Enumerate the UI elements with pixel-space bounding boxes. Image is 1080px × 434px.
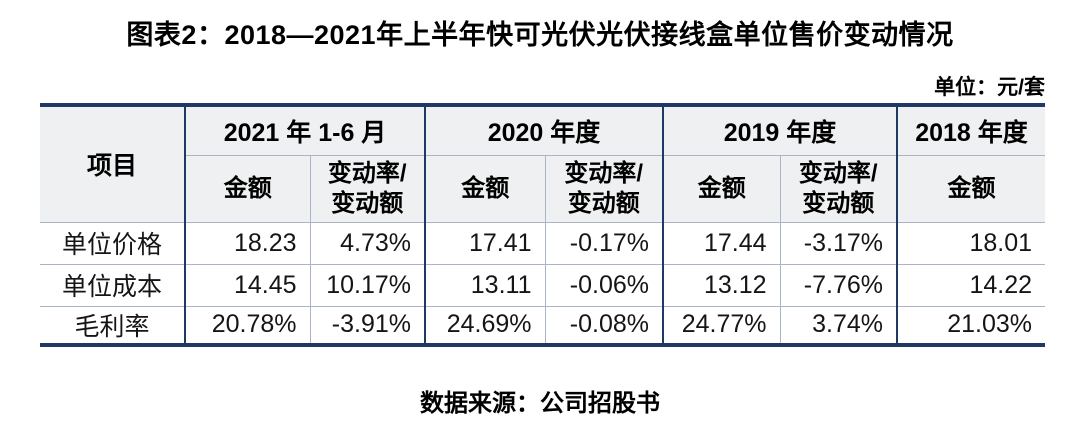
value-cell: -0.06% (544, 263, 663, 306)
value-cell: 20.78% (184, 305, 310, 343)
group-header-2019: 2019 年度 (662, 107, 897, 155)
subheader-amount-2018: 金额 (896, 154, 1045, 222)
value-cell: 14.45 (184, 263, 310, 306)
unit-label: 单位：元/套 (934, 76, 1045, 99)
header-sub-row: 金额 变动率/ 变动额 金额 变动率/ 变动额 金额 变动率/ 变动额 金额 (40, 154, 1045, 222)
subheader-change-2021: 变动率/ 变动额 (309, 154, 425, 222)
value-cell: 18.01 (896, 221, 1045, 264)
group-header-2020: 2020 年度 (424, 107, 663, 155)
source-note: 数据来源：公司招股书 (420, 390, 660, 417)
value-cell: 13.12 (662, 263, 780, 306)
row-label: 毛利率 (40, 305, 185, 343)
value-cell: 17.44 (662, 221, 780, 264)
value-cell: -0.17% (544, 221, 663, 264)
header-group-row: 项目 2021 年 1-6 月 2020 年度 2019 年度 2018 年度 (40, 107, 1045, 222)
value-cell: -3.17% (779, 221, 897, 264)
value-cell: -0.08% (544, 305, 663, 343)
value-cell: 24.69% (424, 305, 545, 343)
table-row-unit-cost: 单位成本 14.45 10.17% 13.11 -0.06% 13.12 -7.… (40, 263, 1045, 306)
group-header-2018: 2018 年度 (896, 107, 1045, 155)
figure-title: 图表2：2018—2021年上半年快可光伏光伏接线盒单位售价变动情况 (126, 20, 954, 50)
subheader-change-2020: 变动率/ 变动额 (544, 154, 663, 222)
table-row-unit-price: 单位价格 18.23 4.73% 17.41 -0.17% 17.44 -3.1… (40, 221, 1045, 264)
group-header-2021: 2021 年 1-6 月 (184, 107, 425, 155)
value-cell: 10.17% (309, 263, 425, 306)
value-cell: 18.23 (184, 221, 310, 264)
corner-header: 项目 (40, 107, 185, 222)
value-cell: 24.77% (662, 305, 780, 343)
subheader-amount-2020: 金额 (424, 154, 545, 222)
value-cell: 3.74% (779, 305, 897, 343)
row-label: 单位价格 (40, 221, 185, 264)
value-cell: 13.11 (424, 263, 545, 306)
value-cell: -7.76% (779, 263, 897, 306)
subheader-change-2019: 变动率/ 变动额 (779, 154, 897, 222)
data-table: 项目 2021 年 1-6 月 2020 年度 2019 年度 2018 年度 … (40, 107, 1045, 343)
row-label: 单位成本 (40, 263, 185, 306)
value-cell: -3.91% (309, 305, 425, 343)
table-row-gross-margin: 毛利率 20.78% -3.91% 24.69% -0.08% 24.77% 3… (40, 305, 1045, 343)
subheader-amount-2021: 金额 (184, 154, 310, 222)
value-cell: 17.41 (424, 221, 545, 264)
value-cell: 21.03% (896, 305, 1045, 343)
price-change-table: 项目 2021 年 1-6 月 2020 年度 2019 年度 2018 年度 … (40, 103, 1045, 347)
value-cell: 4.73% (309, 221, 425, 264)
subheader-amount-2019: 金额 (662, 154, 780, 222)
value-cell: 14.22 (896, 263, 1045, 306)
